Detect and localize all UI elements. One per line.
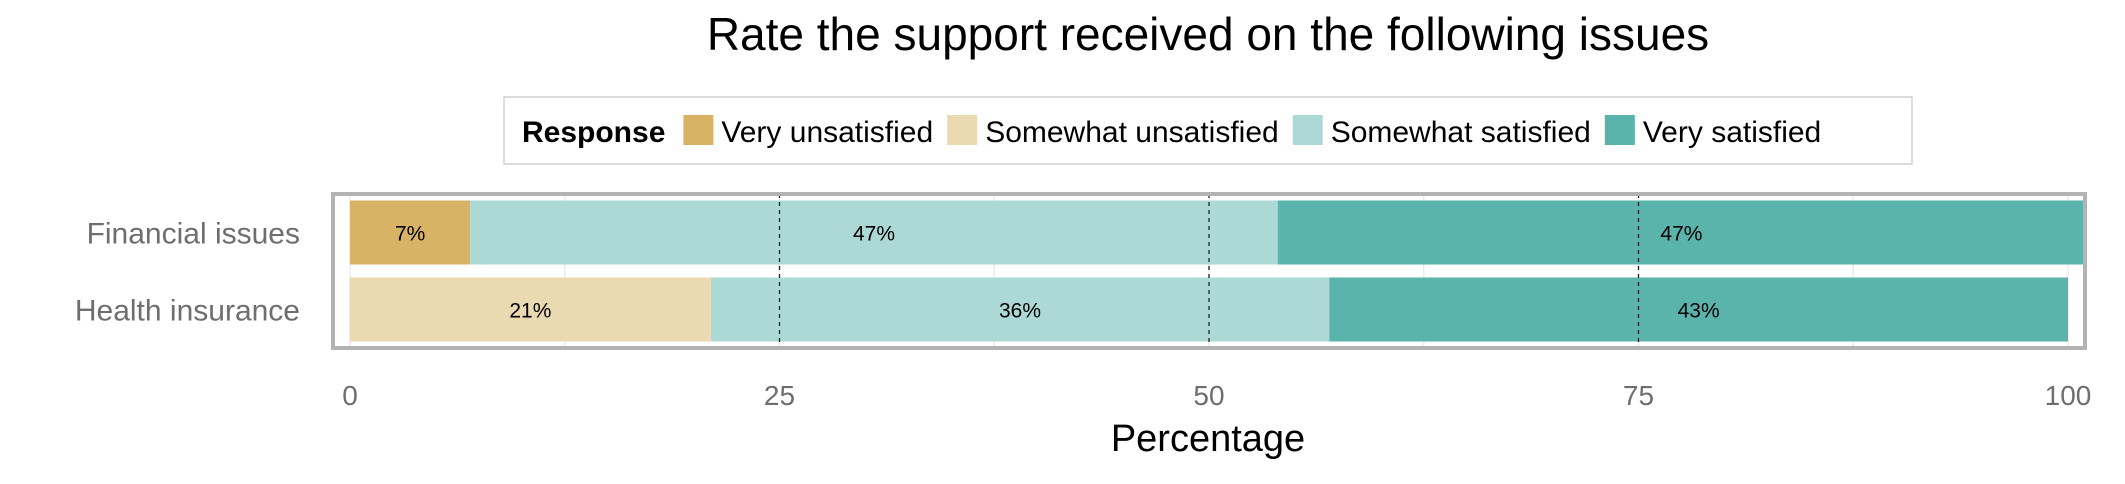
legend: Response Very unsatisfied Somewhat unsati… bbox=[503, 96, 1913, 165]
legend-box bbox=[503, 96, 1913, 165]
bar-segment bbox=[710, 277, 1330, 342]
bar-segment bbox=[350, 200, 471, 265]
bars: 7% 47% 47% 21% 36% 43% bbox=[350, 200, 2086, 342]
legend-items: Very unsatisfied Somewhat unsatisfied Some… bbox=[683, 115, 1821, 149]
bar-segment bbox=[1277, 200, 2086, 265]
x-axis-title: Percentage bbox=[1111, 418, 1305, 460]
legend-label-2: Somewhat satisfied bbox=[1331, 116, 1591, 149]
category-label: Financial issues bbox=[87, 218, 300, 251]
legend-key-0 bbox=[683, 115, 714, 145]
legend-key-3 bbox=[1604, 115, 1635, 145]
legend-key-1 bbox=[947, 115, 978, 145]
x-tick-label: 75 bbox=[1623, 380, 1654, 411]
legend-title: Response bbox=[522, 116, 665, 149]
legend-label-1: Somewhat unsatisfied bbox=[985, 116, 1279, 149]
data-label: 36% bbox=[999, 300, 1041, 323]
data-label: 7% bbox=[395, 223, 425, 246]
panel-border bbox=[331, 192, 2087, 350]
x-tick-label: 50 bbox=[1193, 380, 1224, 411]
bar-segment bbox=[350, 277, 711, 342]
category-label: Health insurance bbox=[75, 295, 300, 328]
legend-key-2 bbox=[1292, 115, 1323, 145]
chart-title: Rate the support received on the followi… bbox=[707, 8, 1709, 60]
data-label: 47% bbox=[1660, 223, 1702, 246]
bar-segment bbox=[1329, 277, 2068, 342]
data-label: 21% bbox=[509, 300, 551, 323]
bar-segment bbox=[470, 200, 1278, 265]
x-tick-label: 25 bbox=[764, 380, 795, 411]
x-tick-label: 0 bbox=[342, 380, 358, 411]
x-tick-label: 100 bbox=[2045, 380, 2092, 411]
data-label: 43% bbox=[1678, 300, 1720, 323]
legend-label-0: Very unsatisfied bbox=[721, 116, 933, 149]
legend-label-3: Very satisfied bbox=[1643, 116, 1821, 149]
plot-area: 7% 47% 47% 21% 36% 43% Financial issues Health … bbox=[75, 192, 2092, 411]
data-label: 47% bbox=[853, 223, 895, 246]
